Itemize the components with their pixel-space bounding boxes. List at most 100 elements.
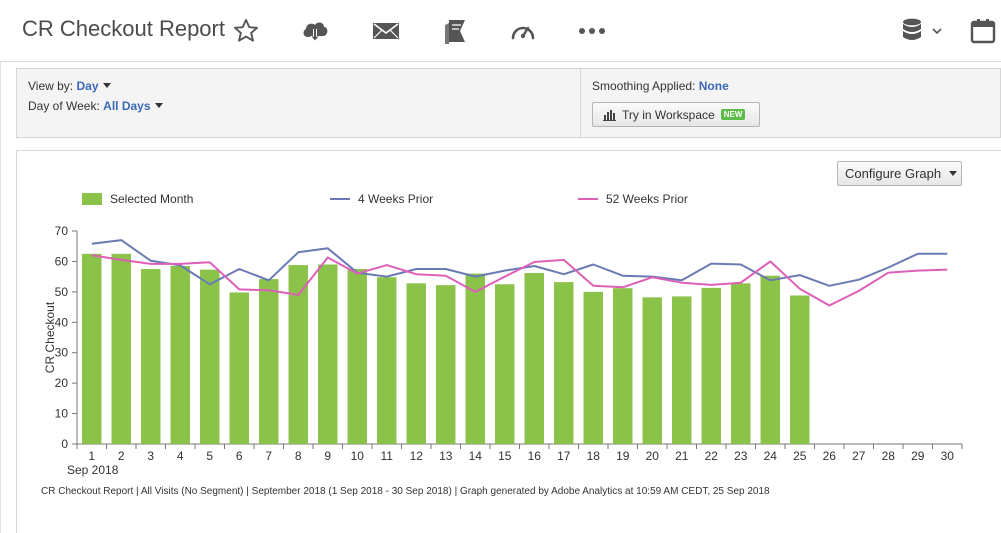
x-tick-label: 21 <box>675 449 689 463</box>
bar <box>436 285 456 444</box>
bar <box>524 272 544 444</box>
report-header: CR Checkout Report <box>0 0 1001 62</box>
x-tick-label: 23 <box>734 449 748 463</box>
y-tick-label: 10 <box>55 407 69 421</box>
x-tick-label: 19 <box>616 449 630 463</box>
line-series <box>91 239 948 307</box>
bar <box>170 265 190 444</box>
y-tick-label: 40 <box>55 315 69 329</box>
chevron-down-icon <box>154 103 163 108</box>
x-tick-label: 6 <box>236 449 243 463</box>
x-tick-label: 17 <box>557 449 571 463</box>
bar <box>790 295 810 444</box>
legend-label: 52 Weeks Prior <box>606 192 688 206</box>
y-tick-label: 50 <box>55 285 69 299</box>
x-tick-label: 26 <box>823 449 837 463</box>
bar <box>465 273 485 444</box>
x-tick-label: 20 <box>646 449 660 463</box>
line-4-weeks-prior <box>91 239 948 287</box>
legend-label: Selected Month <box>110 192 193 206</box>
chevron-down-icon <box>949 171 958 176</box>
x-tick-label: 5 <box>206 449 213 463</box>
configure-graph-button[interactable]: Configure Graph <box>837 161 962 186</box>
x-tick-label: 28 <box>882 449 896 463</box>
bar <box>731 283 751 444</box>
y-tick-label: 20 <box>55 376 69 390</box>
smoothing-label: Smoothing Applied: <box>592 79 696 93</box>
legend-label: 4 Weeks Prior <box>358 192 433 206</box>
smoothing-value[interactable]: None <box>698 79 729 93</box>
x-tick-label: 16 <box>528 449 542 463</box>
bar <box>613 288 633 444</box>
day-of-week-dropdown[interactable]: All Days <box>103 99 163 113</box>
x-tick-label: 15 <box>498 449 512 463</box>
legend-swatch-bar <box>82 193 102 205</box>
smoothing-status: Smoothing Applied: None <box>592 79 729 93</box>
x-tick-label: 4 <box>177 449 184 463</box>
bar <box>554 282 574 444</box>
x-tick-label: 8 <box>295 449 302 463</box>
workspace-button-label: Try in Workspace <box>622 107 715 122</box>
x-tick-label: 18 <box>587 449 601 463</box>
y-tick-label: 0 <box>61 437 68 451</box>
controls-divider <box>580 69 581 137</box>
bar <box>701 287 721 444</box>
y-tick-label: 30 <box>55 346 69 360</box>
x-tick-label: 12 <box>410 449 424 463</box>
bar <box>377 277 397 444</box>
page-title: CR Checkout Report <box>22 16 225 41</box>
dashboard-icon[interactable] <box>506 14 540 48</box>
x-tick-label: 30 <box>941 449 955 463</box>
x-tick-label: 13 <box>439 449 453 463</box>
bar-series <box>82 253 810 444</box>
day-of-week-control: Day of Week: All Days <box>28 99 163 113</box>
x-month-label: Sep 2018 <box>67 463 119 477</box>
x-tick-label: 14 <box>469 449 483 463</box>
x-tick-label: 25 <box>793 449 807 463</box>
bar <box>229 292 249 444</box>
y-tick-label: 70 <box>55 224 69 238</box>
report-controls: View by: Day Day of Week: All Days Smoot… <box>16 68 1001 138</box>
bar <box>259 279 279 444</box>
view-by-label: View by: <box>28 79 74 93</box>
bar <box>111 253 131 444</box>
y-axis-title: CR Checkout <box>43 301 57 373</box>
view-by-dropdown[interactable]: Day <box>76 79 111 93</box>
more-icon[interactable] <box>575 14 609 48</box>
bar <box>141 269 161 444</box>
bar <box>672 296 692 444</box>
x-tick-label: 24 <box>764 449 778 463</box>
day-of-week-label: Day of Week: <box>28 99 100 113</box>
x-tick-label: 3 <box>147 449 154 463</box>
new-badge: NEW <box>720 109 746 120</box>
chevron-down-icon <box>102 83 111 88</box>
chart-legend: Selected Month 4 Weeks Prior 52 Weeks Prio… <box>82 192 688 206</box>
bar <box>318 264 338 444</box>
star-icon[interactable] <box>229 14 263 48</box>
line-52-weeks-prior <box>91 254 948 307</box>
try-in-workspace-button[interactable]: Try in Workspace NEW <box>592 102 760 127</box>
bar <box>495 284 515 444</box>
x-tick-label: 10 <box>351 449 365 463</box>
workspace-icon <box>603 109 616 121</box>
calendar-icon[interactable] <box>966 14 1000 48</box>
bar <box>642 297 662 444</box>
bar <box>200 269 220 444</box>
configure-graph-label: Configure Graph <box>845 166 942 181</box>
x-tick-label: 9 <box>324 449 331 463</box>
graph-footnote: CR Checkout Report | All Visits (No Segm… <box>41 486 770 497</box>
x-tick-label: 29 <box>911 449 925 463</box>
x-tick-label: 1 <box>88 449 95 463</box>
bookmark-icon[interactable] <box>438 14 472 48</box>
view-by-control: View by: Day <box>28 79 111 93</box>
x-tick-label: 27 <box>852 449 866 463</box>
bar <box>347 269 367 444</box>
database-icon[interactable] <box>898 14 950 48</box>
bar <box>406 283 426 444</box>
y-tick-label: 60 <box>55 254 69 268</box>
cloud-download-icon[interactable] <box>298 14 332 48</box>
x-tick-label: 11 <box>381 449 394 463</box>
mail-icon[interactable] <box>369 14 403 48</box>
